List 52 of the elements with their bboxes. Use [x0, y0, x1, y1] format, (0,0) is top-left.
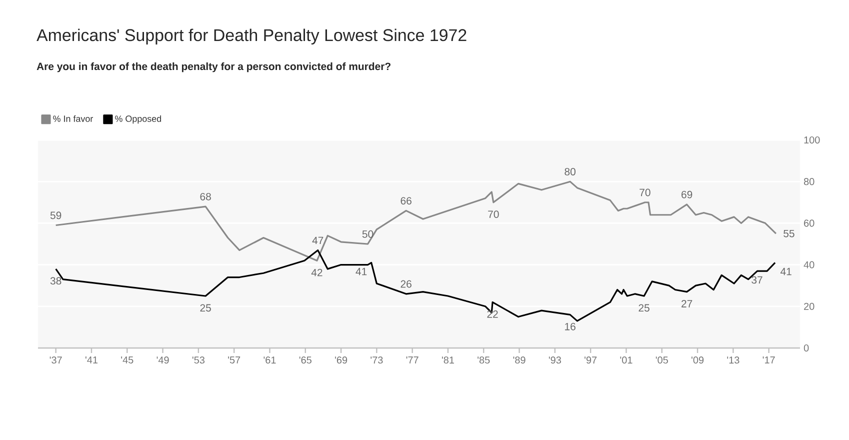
annotation: 38 [50, 277, 62, 285]
legend-label: % Opposed [115, 115, 161, 124]
legend-label: % In favor [53, 115, 94, 122]
annotation: 25 [200, 304, 211, 312]
chart-subtitle: Are you in favor of the death penalty for a person convicted of murder? [36, 62, 390, 72]
x-tick-label: '49 [156, 356, 169, 364]
y-tick-label: 80 [804, 178, 814, 186]
x-tick-label: '53 [192, 356, 204, 364]
annotation: 69 [682, 190, 692, 198]
x-tick-label: '97 [584, 356, 597, 364]
annotation: 41 [356, 268, 367, 276]
annotation: 47 [312, 236, 324, 244]
annotation: 42 [311, 268, 322, 276]
x-tick-label: '85 [478, 356, 490, 364]
x-tick-label: '61 [264, 356, 276, 364]
chart-title: Americans' Support for Death Penalty Lowest Since 1972 [36, 28, 466, 45]
annotation: 66 [400, 197, 412, 205]
x-tick-label: '81 [442, 356, 454, 364]
annotation: 22 [487, 310, 498, 318]
x-tick-label: '57 [228, 356, 240, 364]
x-tick-label: '01 [620, 356, 632, 364]
y-tick-label: 0 [804, 344, 809, 352]
annotation: 70 [640, 188, 650, 196]
annotation: 37 [752, 276, 762, 284]
x-tick-label: '41 [85, 356, 98, 364]
x-tick-label: '05 [656, 356, 668, 364]
annotation: 27 [682, 300, 692, 308]
annotation: 50 [362, 230, 374, 238]
x-tick-label: '45 [121, 356, 134, 364]
x-tick-label: '65 [299, 356, 312, 364]
annotation: 41 [780, 268, 792, 276]
x-tick-label: '17 [762, 356, 775, 364]
y-tick-label: 60 [804, 220, 814, 227]
x-tick-label: '69 [335, 356, 348, 364]
x-tick-label: '13 [727, 356, 740, 364]
y-tick-label: 40 [804, 261, 814, 268]
annotation: 70 [488, 210, 499, 218]
x-tick-label: '73 [370, 356, 383, 364]
annotation: 26 [400, 280, 412, 288]
annotation: 68 [200, 192, 211, 200]
annotation: 16 [565, 322, 576, 330]
x-tick-label: '09 [692, 356, 704, 364]
x-tick-label: '37 [50, 356, 62, 364]
annotation: 80 [564, 168, 576, 176]
annotation: 59 [50, 212, 62, 220]
x-tick-label: '93 [548, 356, 561, 364]
annotation: 55 [784, 230, 794, 238]
y-tick-label: 20 [804, 302, 814, 310]
y-tick-label: 100 [804, 136, 820, 144]
annotation: 25 [638, 304, 650, 312]
x-tick-label: '89 [513, 356, 526, 364]
x-tick-label: '77 [406, 356, 418, 364]
